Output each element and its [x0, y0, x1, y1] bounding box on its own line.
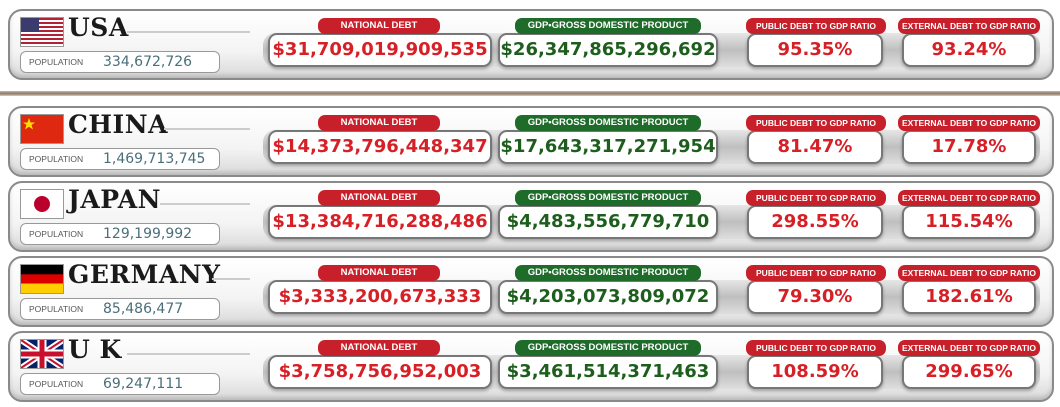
china-flag-icon [20, 114, 64, 144]
national-debt-label: NATIONAL DEBT [318, 340, 440, 356]
gdp-label: GDP•GROSS DOMESTIC PRODUCT [515, 18, 701, 34]
public-debt-ratio-value: 95.35% [747, 33, 883, 67]
population-value: 85,486,477 [103, 301, 184, 317]
gdp-label: GDP•GROSS DOMESTIC PRODUCT [515, 115, 701, 131]
uk-flag-icon [20, 339, 64, 369]
country-row-uk: U K POPULATION 69,247,111 NATIONAL DEBT … [8, 331, 1054, 402]
national-debt-value: $3,333,200,673,333 [268, 280, 492, 314]
external-debt-ratio-value: 93.24% [902, 33, 1036, 67]
external-debt-ratio-label: EXTERNAL DEBT TO GDP RATIO [898, 340, 1040, 356]
gdp-value: $17,643,317,271,954 [498, 130, 718, 164]
gdp-value: $4,203,073,809,072 [498, 280, 718, 314]
public-debt-ratio-value: 79.30% [747, 280, 883, 314]
population-box: POPULATION 129,199,992 [20, 223, 220, 245]
national-debt-label: NATIONAL DEBT [318, 265, 440, 281]
country-row-usa: USA POPULATION 334,672,726 NATIONAL DEBT… [8, 9, 1054, 80]
population-label: POPULATION [29, 229, 84, 239]
public-debt-ratio-label: PUBLIC DEBT TO GDP RATIO [746, 190, 886, 206]
section-divider [0, 91, 1060, 96]
country-row-china: CHINA POPULATION 1,469,713,745 NATIONAL … [8, 106, 1054, 177]
public-debt-ratio-value: 298.55% [747, 205, 883, 239]
country-name: GERMANY [68, 260, 221, 289]
external-debt-ratio-value: 17.78% [902, 130, 1036, 164]
japan-flag-icon [20, 189, 64, 219]
population-box: POPULATION 85,486,477 [20, 298, 220, 320]
name-underline [160, 203, 250, 205]
external-debt-ratio-label: EXTERNAL DEBT TO GDP RATIO [898, 115, 1040, 131]
national-debt-value: $31,709,019,909,535 [268, 33, 492, 67]
national-debt-label: NATIONAL DEBT [318, 115, 440, 131]
external-debt-ratio-value: 182.61% [902, 280, 1036, 314]
name-underline [127, 353, 250, 355]
population-label: POPULATION [29, 57, 84, 67]
national-debt-value: $13,384,716,288,486 [268, 205, 492, 239]
external-debt-ratio-label: EXTERNAL DEBT TO GDP RATIO [898, 18, 1040, 34]
external-debt-ratio-value: 115.54% [902, 205, 1036, 239]
population-label: POPULATION [29, 304, 84, 314]
public-debt-ratio-label: PUBLIC DEBT TO GDP RATIO [746, 18, 886, 34]
name-underline [164, 128, 250, 130]
population-box: POPULATION 69,247,111 [20, 373, 220, 395]
country-row-germany: GERMANY POPULATION 85,486,477 NATIONAL D… [8, 256, 1054, 327]
public-debt-ratio-label: PUBLIC DEBT TO GDP RATIO [746, 340, 886, 356]
name-underline [212, 278, 250, 280]
germany-flag-icon [20, 264, 64, 294]
public-debt-ratio-value: 108.59% [747, 355, 883, 389]
gdp-value: $4,483,556,779,710 [498, 205, 718, 239]
public-debt-ratio-value: 81.47% [747, 130, 883, 164]
population-box: POPULATION 1,469,713,745 [20, 148, 220, 170]
population-value: 129,199,992 [103, 226, 193, 242]
national-debt-label: NATIONAL DEBT [318, 18, 440, 34]
population-value: 69,247,111 [103, 376, 184, 392]
country-row-japan: JAPAN POPULATION 129,199,992 NATIONAL DE… [8, 181, 1054, 252]
gdp-value: $3,461,514,371,463 [498, 355, 718, 389]
country-name: U K [68, 335, 122, 364]
national-debt-value: $3,758,756,952,003 [268, 355, 492, 389]
usa-flag-icon [20, 17, 64, 47]
gdp-label: GDP•GROSS DOMESTIC PRODUCT [515, 190, 701, 206]
external-debt-ratio-label: EXTERNAL DEBT TO GDP RATIO [898, 190, 1040, 206]
population-label: POPULATION [29, 379, 84, 389]
public-debt-ratio-label: PUBLIC DEBT TO GDP RATIO [746, 115, 886, 131]
external-debt-ratio-label: EXTERNAL DEBT TO GDP RATIO [898, 265, 1040, 281]
gdp-label: GDP•GROSS DOMESTIC PRODUCT [515, 340, 701, 356]
national-debt-value: $14,373,796,448,347 [268, 130, 492, 164]
population-value: 1,469,713,745 [103, 151, 206, 167]
country-name: USA [68, 13, 129, 42]
gdp-label: GDP•GROSS DOMESTIC PRODUCT [515, 265, 701, 281]
public-debt-ratio-label: PUBLIC DEBT TO GDP RATIO [746, 265, 886, 281]
name-underline [127, 31, 250, 33]
national-debt-label: NATIONAL DEBT [318, 190, 440, 206]
country-name: CHINA [68, 110, 168, 139]
country-name: JAPAN [68, 185, 161, 214]
external-debt-ratio-value: 299.65% [902, 355, 1036, 389]
population-label: POPULATION [29, 154, 84, 164]
population-value: 334,672,726 [103, 54, 193, 70]
population-box: POPULATION 334,672,726 [20, 51, 220, 73]
gdp-value: $26,347,865,296,692 [498, 33, 718, 67]
